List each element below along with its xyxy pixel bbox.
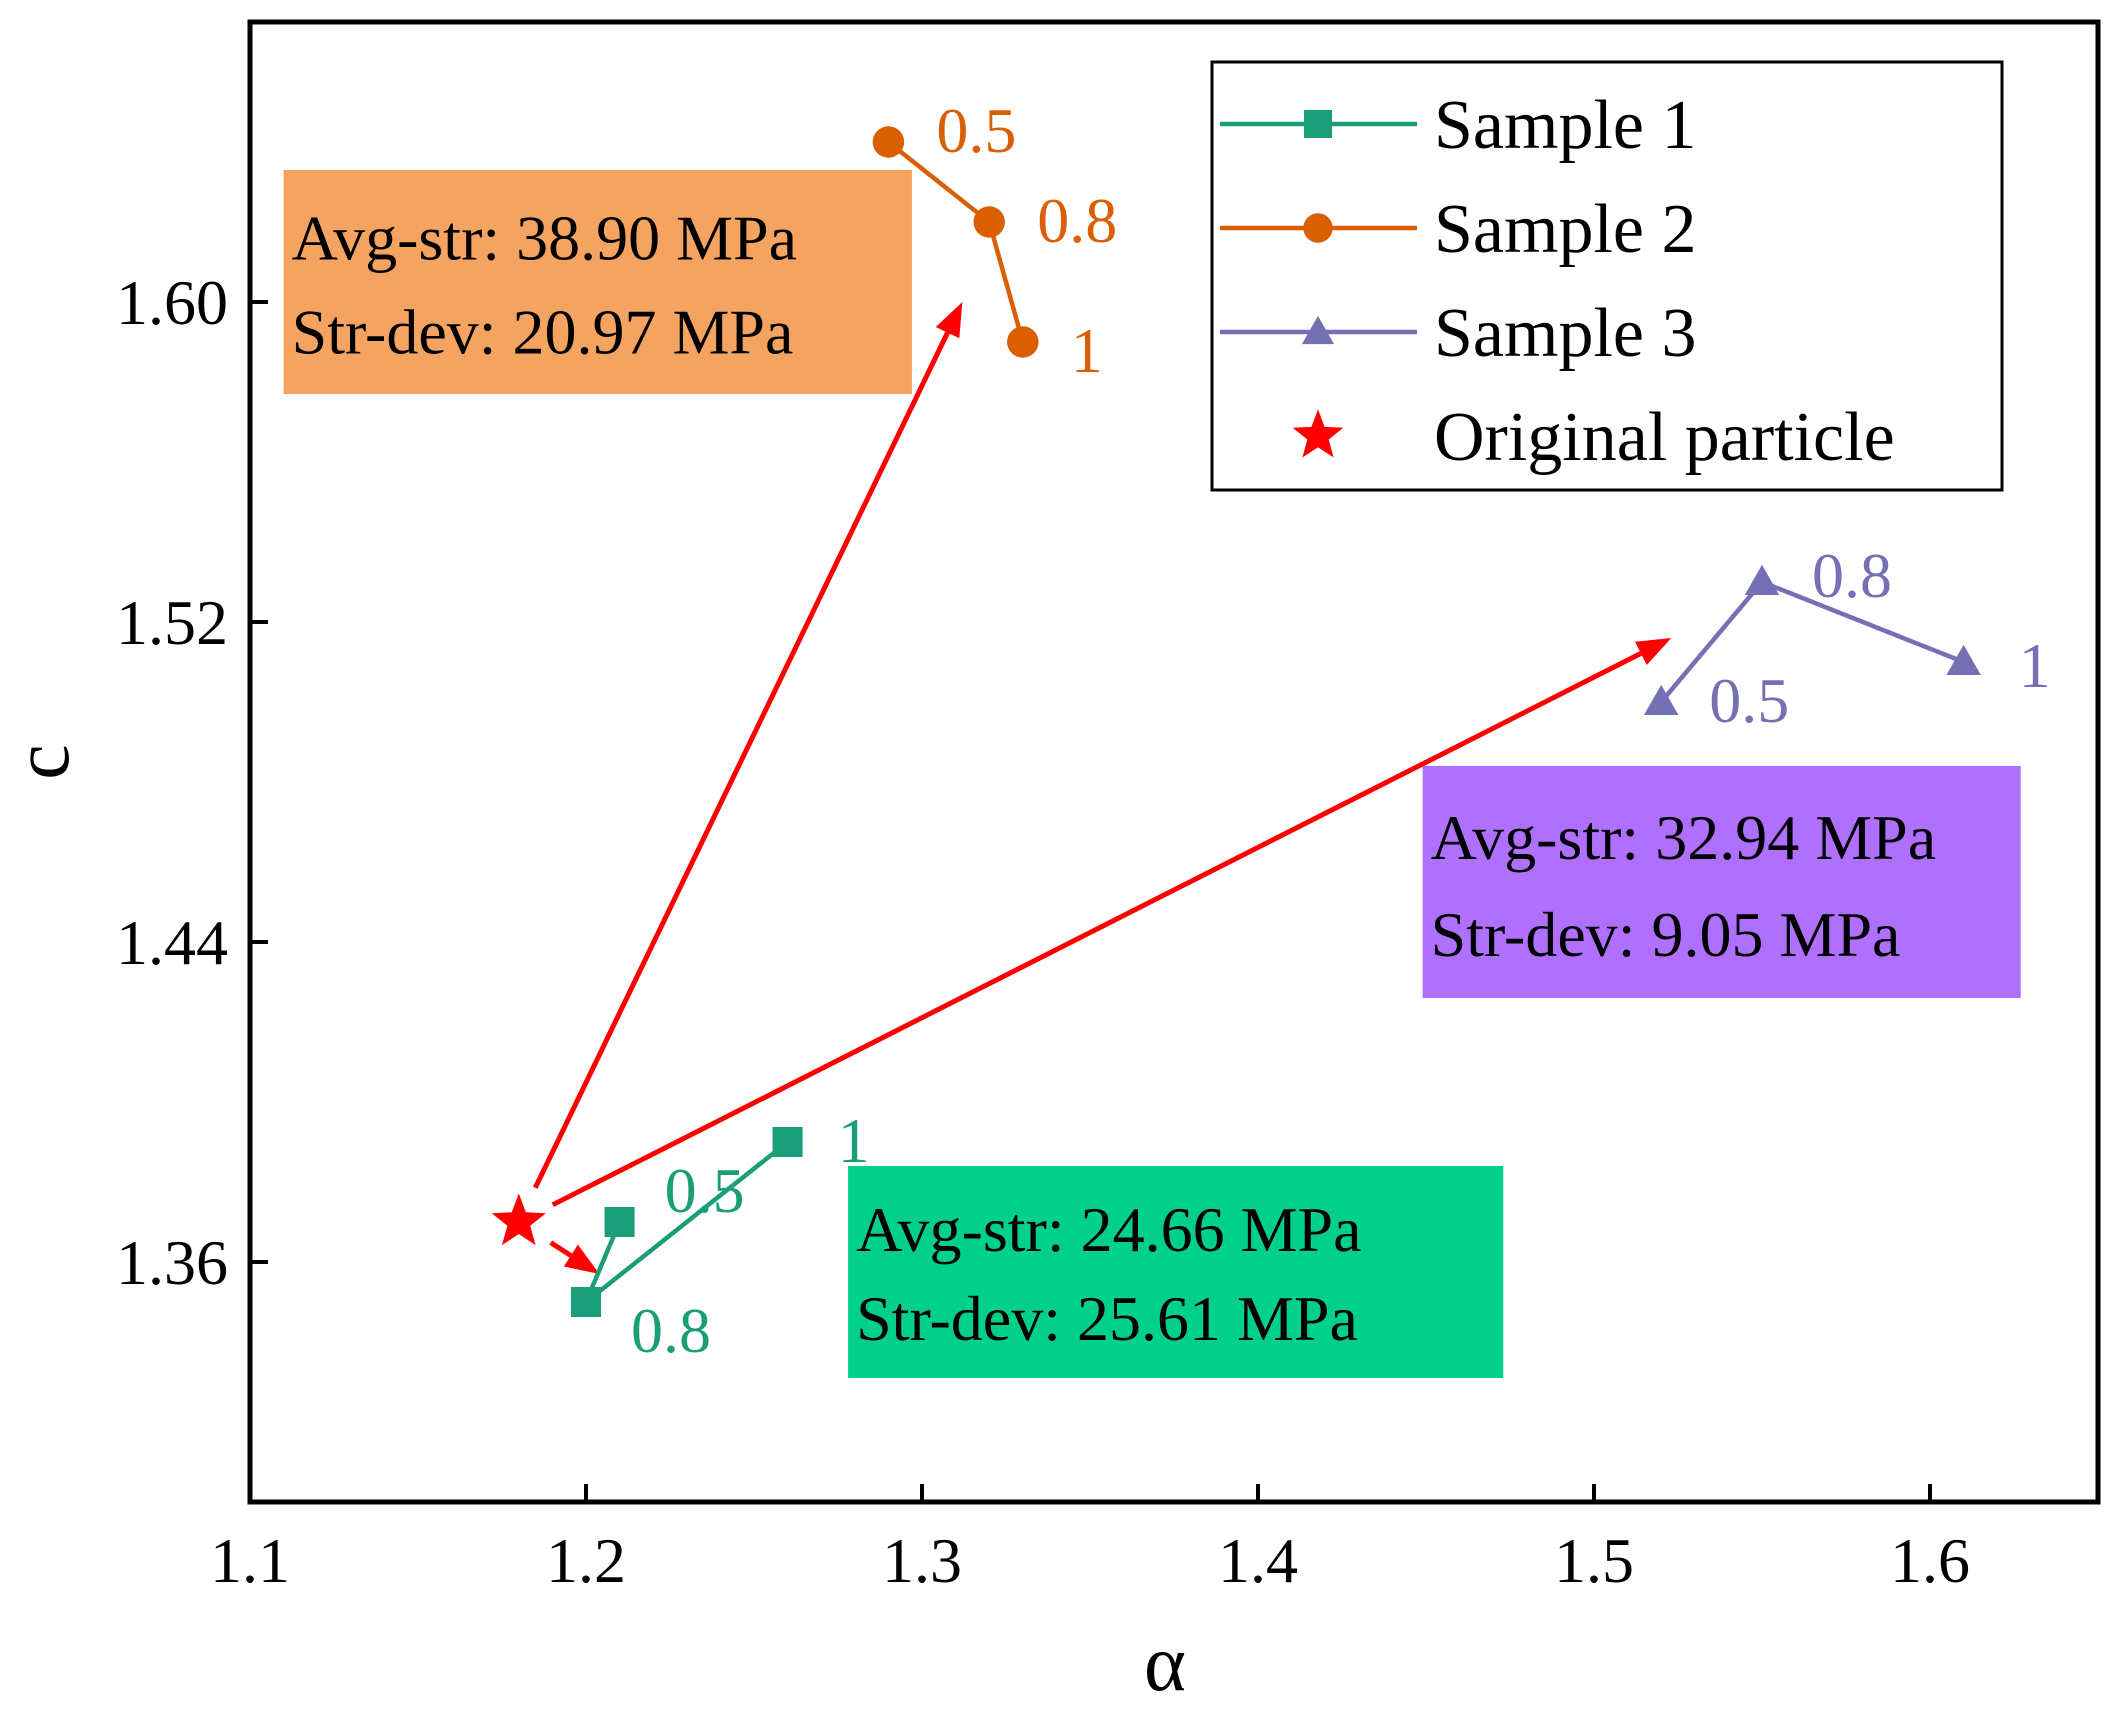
series-layer: 0.5 0.8 1 0.5 0.8 1 0.5 0.8 1	[491, 95, 2051, 1366]
legend-marker	[1292, 409, 1344, 458]
point-label: 0.8	[631, 1295, 711, 1366]
point-label: 0.5	[665, 1155, 745, 1226]
annotation-text: Str-dev: 20.97 MPa	[292, 297, 794, 368]
annotation-box	[1422, 766, 2021, 998]
annotation-text: Str-dev: 25.61 MPa	[856, 1283, 1358, 1354]
legend-item: Sample 2	[1220, 191, 1696, 268]
data-point	[1744, 564, 1780, 595]
legend-item: Sample 3	[1220, 295, 1696, 372]
data-point	[1946, 644, 1981, 675]
point-label: 0.8	[1812, 540, 1892, 611]
x-axis-title: α	[1144, 1620, 1186, 1708]
data-point	[571, 1287, 601, 1317]
x-tick-label: 1.4	[1218, 1525, 1298, 1596]
series-sample-2: 0.5 0.8 1	[872, 95, 1117, 386]
legend: Sample 1 Sample 2 Sample 3 Original particl…	[1210, 60, 2004, 492]
legend-marker	[1303, 213, 1333, 243]
data-point	[772, 1127, 803, 1157]
arrow	[549, 1240, 600, 1274]
series-original-particle	[491, 1193, 546, 1246]
legend-label: Sample 3	[1434, 295, 1696, 372]
data-point	[604, 1207, 635, 1237]
data-point	[1643, 684, 1679, 715]
x-tick-label: 1.3	[882, 1525, 962, 1596]
data-point	[1007, 326, 1039, 358]
x-tick-label: 1.1	[210, 1525, 290, 1596]
point-label: 0.5	[1709, 665, 1789, 736]
series-sample-3: 0.5 0.8 1	[1643, 540, 2051, 736]
arrows-layer	[533, 302, 1672, 1274]
point-label: 1	[838, 1105, 870, 1176]
y-tick-label: 1.52	[116, 587, 228, 658]
annotation-text: Avg-str: 24.66 MPa	[856, 1194, 1361, 1265]
annotations-layer: Avg-str: 38.90 MPa Str-dev: 20.97 MPa Avg-…	[283, 170, 2021, 1378]
y-tick-label: 1.44	[116, 907, 228, 978]
legend-item: Original particle	[1292, 399, 1895, 476]
annotation-box	[283, 170, 912, 394]
y-axis-title: c	[0, 744, 86, 780]
x-tick-label: 1.2	[546, 1525, 626, 1596]
x-tick-label: 1.5	[1554, 1525, 1634, 1596]
legend-item: Sample 1	[1220, 87, 1696, 164]
x-axis: 1.1 1.2 1.3 1.4 1.5 1.6	[210, 1484, 1970, 1596]
arrow	[551, 638, 1672, 1208]
legend-box	[1210, 60, 2004, 492]
annotation-box	[848, 1166, 1504, 1378]
legend-label: Sample 1	[1434, 87, 1696, 164]
arrow	[533, 302, 963, 1189]
point-label: 0.8	[1037, 185, 1117, 256]
plot-frame	[247, 19, 2101, 1505]
y-axis: 1.36 1.44 1.52 1.60	[116, 267, 268, 1298]
y-tick-label: 1.60	[116, 267, 228, 338]
annotation-text: Avg-str: 38.90 MPa	[292, 203, 797, 274]
data-point	[872, 126, 905, 158]
annotation-text: Avg-str: 32.94 MPa	[1431, 802, 1936, 873]
point-label: 1	[1071, 315, 1103, 386]
point-label: 1	[2019, 630, 2051, 701]
point-label: 0.5	[936, 95, 1016, 166]
legend-label: Sample 2	[1434, 191, 1696, 268]
legend-label: Original particle	[1434, 399, 1895, 476]
data-point	[973, 206, 1005, 238]
annotation-text: Str-dev: 9.05 MPa	[1431, 899, 1901, 970]
data-point	[491, 1193, 546, 1246]
y-tick-label: 1.36	[116, 1227, 228, 1298]
legend-marker	[1304, 110, 1332, 138]
legend-marker	[1301, 315, 1335, 345]
x-tick-label: 1.6	[1890, 1525, 1970, 1596]
series-sample-1: 0.5 0.8 1	[571, 1105, 870, 1366]
